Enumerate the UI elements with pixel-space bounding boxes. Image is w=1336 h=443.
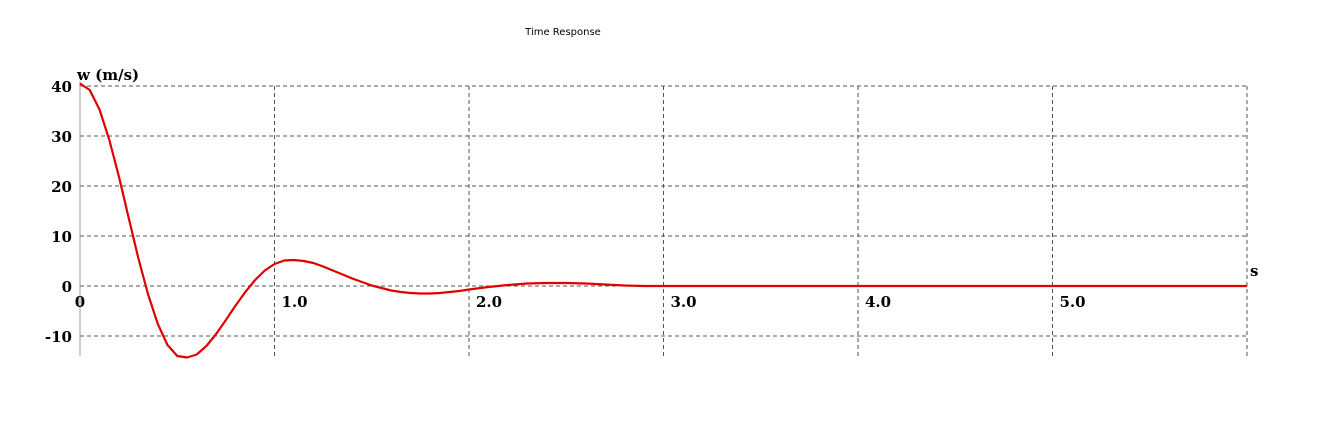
grid-lines (80, 85, 1248, 356)
x-tick-label: 4.0 (865, 293, 891, 311)
y-tick-label: -10 (45, 328, 72, 346)
y-axis-label: w (m/s) (76, 66, 139, 84)
y-tick-label: 0 (62, 278, 72, 296)
x-tick-label: 1.0 (281, 293, 307, 311)
chart-title: Time Response (524, 27, 601, 38)
x-tick-label: 5.0 (1059, 293, 1085, 311)
x-tick-label: 3.0 (670, 293, 696, 311)
x-tick-label: 0 (75, 293, 85, 311)
x-tick-labels: 0 1.0 2.0 3.0 4.0 5.0 (75, 293, 1086, 311)
x-tick-label: 2.0 (476, 293, 502, 311)
y-tick-label: 40 (51, 78, 72, 96)
y-tick-labels: 40 30 20 10 0 -10 (45, 78, 72, 346)
y-tick-label: 10 (51, 228, 72, 246)
y-tick-label: 20 (51, 178, 72, 196)
series-line (79, 82, 1247, 359)
x-axis-label: s (1250, 262, 1258, 280)
y-tick-label: 30 (51, 128, 72, 146)
